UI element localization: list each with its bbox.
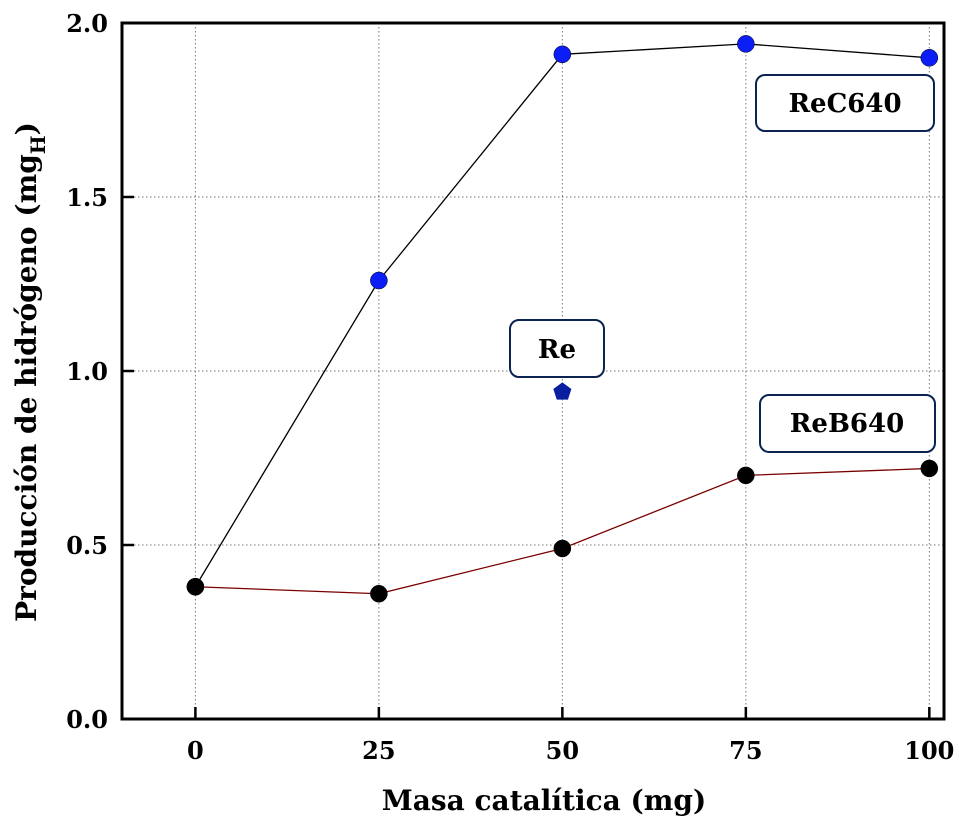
annotation-rec640: ReC640 [788, 89, 901, 119]
point-rec640-2 [553, 45, 572, 64]
y-tick-label-0: 0.0 [66, 705, 108, 734]
annotation-reb640: ReB640 [790, 409, 904, 439]
point-reb640-0 [186, 578, 205, 596]
y-axis-title-close: ) [10, 122, 43, 135]
annotation-box-rec640 [755, 74, 935, 132]
x-tick-label-2: 50 [546, 736, 579, 765]
x-axis-title: Masa catalítica (mg) [382, 784, 707, 817]
annotation-box-re [509, 319, 605, 378]
x-tick-label-1: 25 [362, 736, 395, 765]
y-tick-label-1: 0.5 [66, 531, 108, 560]
annotation-layer: ReC640 Re ReB640 [509, 74, 936, 453]
annotation-box-reb640 [759, 394, 936, 453]
x-tick-label-3: 75 [729, 736, 762, 765]
x-tick-label-0: 0 [187, 736, 204, 765]
y-axis-title-main: Producción de hidrógeno (mg [10, 154, 43, 622]
point-reb640-2 [553, 539, 572, 558]
annotation-re: Re [538, 335, 576, 365]
tick-layer: 0 25 50 75 100 0.0 0.5 1.0 1.5 2.0 [66, 9, 954, 765]
point-reb640-4 [920, 459, 939, 478]
point-re-0 [553, 382, 572, 400]
y-axis-title-subscript: H [26, 135, 50, 154]
point-rec640-3 [737, 35, 755, 53]
point-rec640-4 [920, 49, 939, 67]
x-tick-label-4: 100 [904, 736, 954, 765]
y-tick-label-3: 1.5 [66, 183, 108, 212]
y-axis-title: Producción de hidrógeno (mgH) [10, 122, 50, 622]
y-tick-label-2: 1.0 [66, 357, 108, 386]
point-rec640-1 [370, 271, 388, 290]
series-layer [186, 35, 939, 603]
point-reb640-1 [370, 584, 388, 603]
y-tick-label-4: 2.0 [66, 9, 108, 38]
point-reb640-3 [737, 466, 755, 485]
